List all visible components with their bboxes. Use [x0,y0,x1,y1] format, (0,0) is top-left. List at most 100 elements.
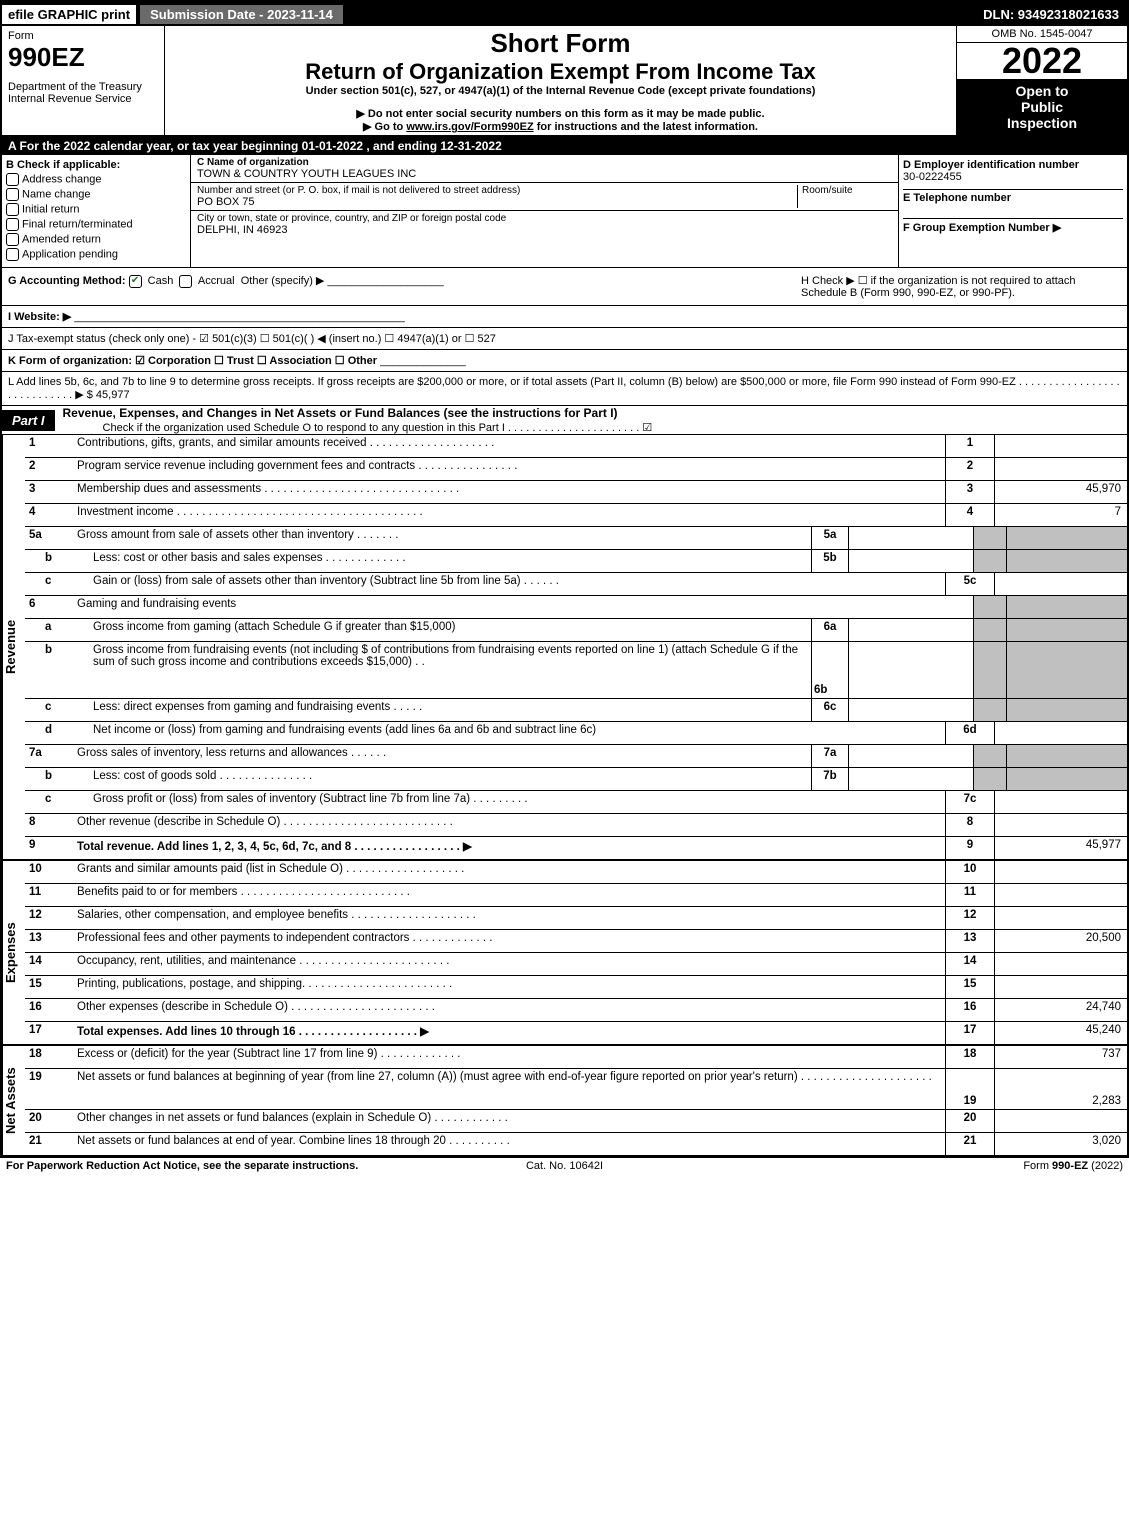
line-3-num: 3 [945,481,994,503]
line-10-desc: Grants and similar amounts paid (list in… [73,861,945,883]
line-14-desc: Occupancy, rent, utilities, and maintena… [73,953,945,975]
line-4-desc: Investment income . . . . . . . . . . . … [73,504,945,526]
gray-cell [973,527,1006,549]
line-7b-subval [848,768,973,790]
line-10-num: 10 [945,861,994,883]
line-7b-sub: 7b [811,768,848,790]
line-2-desc: Program service revenue including govern… [73,458,945,480]
line-6b-sub: 6b [811,642,848,698]
line-21-num: 21 [945,1133,994,1155]
line-4-num: 4 [945,504,994,526]
line-6b-subval [848,642,973,698]
line-6b-desc: Gross income from fundraising events (no… [89,642,811,698]
line-1-num: 1 [945,435,994,457]
irs-label: Internal Revenue Service [8,93,158,105]
line-19-desc: Net assets or fund balances at beginning… [73,1069,945,1109]
c-name-label: C Name of organization [197,157,892,168]
line-16-val: 24,740 [994,999,1127,1021]
line-7c-val [994,791,1127,813]
ein: 30-0222455 [903,171,1123,183]
cb-initial-return[interactable]: Initial return [6,203,186,216]
line-10-val [994,861,1127,883]
line-7c-desc: Gross profit or (loss) from sales of inv… [89,791,945,813]
subtitle: Under section 501(c), 527, or 4947(a)(1)… [171,85,950,97]
line-16-desc: Other expenses (describe in Schedule O) … [73,999,945,1021]
line-18-val: 737 [994,1046,1127,1068]
line-9-num: 9 [945,837,994,859]
line-5b-subval [848,550,973,572]
line-20-desc: Other changes in net assets or fund bala… [73,1110,945,1132]
line-8-desc: Other revenue (describe in Schedule O) .… [73,814,945,836]
submission-date: Submission Date - 2023-11-14 [140,5,343,24]
line-20-num: 20 [945,1110,994,1132]
box-b: B Check if applicable: Address change Na… [2,155,191,267]
line-5c-num: 5c [945,573,994,595]
line-13-val: 20,500 [994,930,1127,952]
tax-year: 2022 [957,43,1127,79]
cb-application-pending[interactable]: Application pending [6,248,186,261]
box-b-title: B Check if applicable: [6,159,186,171]
page-footer: For Paperwork Reduction Act Notice, see … [0,1157,1129,1174]
gray-cell-val [1006,527,1127,549]
line-6d-desc: Net income or (loss) from gaming and fun… [89,722,945,744]
line-15-desc: Printing, publications, postage, and shi… [73,976,945,998]
line-7a-subval [848,745,973,767]
top-bar: efile GRAPHIC print Submission Date - 20… [2,2,1127,26]
instr-2: ▶ Go to www.irs.gov/Form990EZ for instru… [171,120,950,133]
line-9-desc: Total revenue. Add lines 1, 2, 3, 4, 5c,… [73,837,945,859]
return-title: Return of Organization Exempt From Incom… [171,59,950,85]
dept-label: Department of the Treasury [8,81,158,93]
line-17-val: 45,240 [994,1022,1127,1044]
line-13-num: 13 [945,930,994,952]
cb-accrual[interactable] [179,275,192,288]
line-12-num: 12 [945,907,994,929]
e-label: E Telephone number [903,189,1123,204]
f-label: F Group Exemption Number ▶ [903,218,1123,234]
org-city: DELPHI, IN 46923 [197,224,892,236]
cb-final-return[interactable]: Final return/terminated [6,218,186,231]
line-13-desc: Professional fees and other payments to … [73,930,945,952]
cb-address-change[interactable]: Address change [6,173,186,186]
line-5a-subval [848,527,973,549]
line-19-num: 19 [945,1069,994,1109]
part-1-label: Part I [2,410,55,431]
h-text: H Check ▶ ☐ if the organization is not r… [801,274,1121,299]
line-2-num: 2 [945,458,994,480]
row-i: I Website: ▶ ___________________________… [2,306,1127,328]
line-5c-desc: Gain or (loss) from sale of assets other… [89,573,945,595]
line-2-val [994,458,1127,480]
line-6-desc: Gaming and fundraising events [73,596,973,618]
line-6c-sub: 6c [811,699,848,721]
part-1-title: Revenue, Expenses, and Changes in Net As… [63,406,618,420]
row-l: L Add lines 5b, 6c, and 7b to line 9 to … [2,372,1127,406]
row-k: K Form of organization: ☑ Corporation ☐ … [2,350,1127,372]
line-11-val [994,884,1127,906]
expenses-section: Expenses 10Grants and similar amounts pa… [2,859,1127,1044]
cb-name-change[interactable]: Name change [6,188,186,201]
row-j: J Tax-exempt status (check only one) - ☑… [2,328,1127,350]
line-7c-num: 7c [945,791,994,813]
footer-cat-no: Cat. No. 10642I [378,1160,750,1172]
cb-amended-return[interactable]: Amended return [6,233,186,246]
section-a: A For the 2022 calendar year, or tax yea… [2,137,1127,155]
line-3-desc: Membership dues and assessments . . . . … [73,481,945,503]
irs-link[interactable]: www.irs.gov/Form990EZ [406,121,533,133]
c-city-label: City or town, state or province, country… [197,213,892,224]
line-6d-val [994,722,1127,744]
net-assets-section: Net Assets 18Excess or (deficit) for the… [2,1044,1127,1155]
line-14-num: 14 [945,953,994,975]
line-18-num: 18 [945,1046,994,1068]
line-11-desc: Benefits paid to or for members . . . . … [73,884,945,906]
short-form-title: Short Form [171,28,950,59]
line-5a-sub: 5a [811,527,848,549]
line-5a-desc: Gross amount from sale of assets other t… [73,527,811,549]
line-5b-desc: Less: cost or other basis and sales expe… [89,550,811,572]
box-def: D Employer identification number 30-0222… [899,155,1127,267]
line-7b-desc: Less: cost of goods sold . . . . . . . .… [89,768,811,790]
line-6c-desc: Less: direct expenses from gaming and fu… [89,699,811,721]
line-15-val [994,976,1127,998]
line-8-num: 8 [945,814,994,836]
line-6c-subval [848,699,973,721]
open-public-badge: Open to Public Inspection [957,79,1127,135]
cb-cash[interactable] [129,275,142,288]
